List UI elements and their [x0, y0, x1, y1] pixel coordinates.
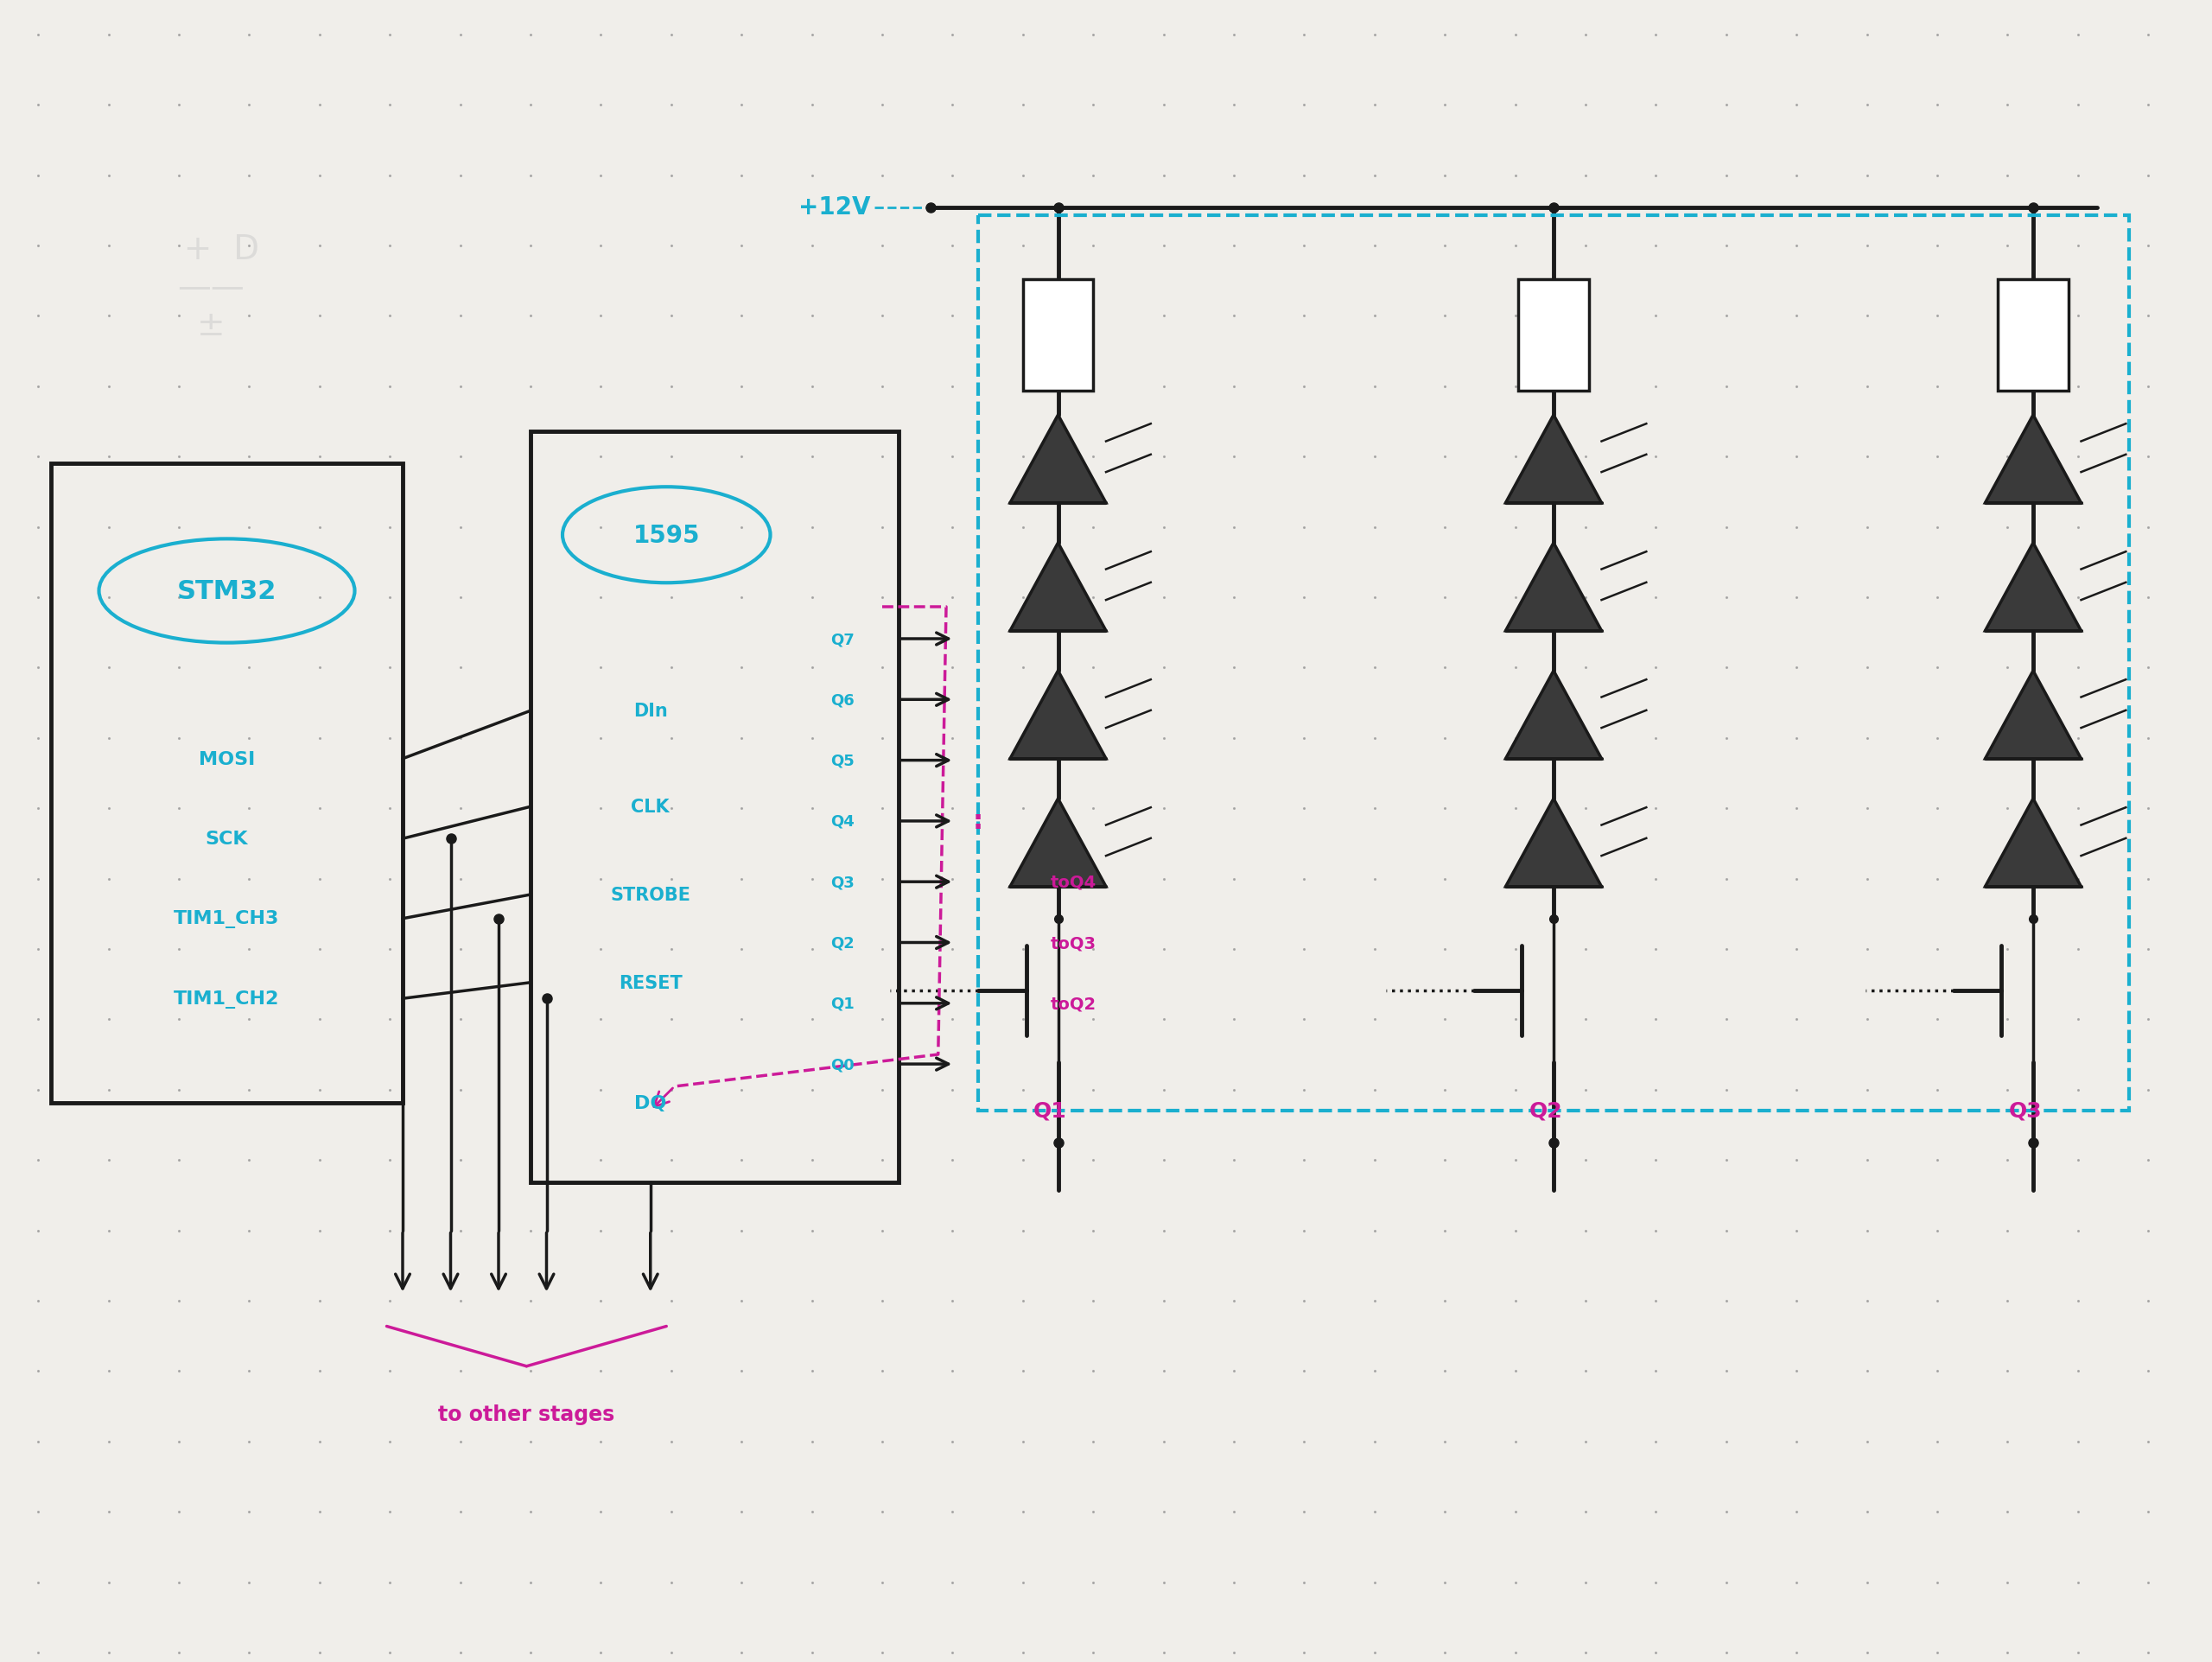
- Bar: [531, 432, 898, 1183]
- Text: Q7: Q7: [830, 632, 854, 647]
- Polygon shape: [1984, 799, 2081, 888]
- Text: :: :: [973, 809, 984, 834]
- Polygon shape: [1506, 799, 1601, 888]
- Text: SCK: SCK: [206, 831, 248, 848]
- Text: Q1: Q1: [1033, 1100, 1066, 1122]
- Polygon shape: [1984, 671, 2081, 760]
- Text: toQ4: toQ4: [1051, 874, 1095, 891]
- Text: Q1: Q1: [830, 996, 854, 1012]
- Text: Q4: Q4: [830, 814, 854, 829]
- Text: Q0: Q0: [830, 1057, 854, 1072]
- Text: +12V: +12V: [799, 196, 869, 219]
- Polygon shape: [1011, 416, 1106, 504]
- Text: STROBE: STROBE: [611, 886, 690, 904]
- Text: 1595: 1595: [633, 524, 699, 547]
- Text: Q2: Q2: [830, 936, 854, 951]
- Text: to other stages: to other stages: [438, 1404, 615, 1424]
- Text: TIM1_CH3: TIM1_CH3: [175, 909, 279, 927]
- Polygon shape: [1011, 671, 1106, 760]
- Polygon shape: [1984, 416, 2081, 504]
- Polygon shape: [1984, 543, 2081, 632]
- Text: Q5: Q5: [830, 753, 854, 768]
- Polygon shape: [1011, 543, 1106, 632]
- Text: CLK: CLK: [630, 798, 670, 816]
- Text: DIn: DIn: [633, 703, 668, 720]
- Text: STM32: STM32: [177, 578, 276, 603]
- Text: TIM1_CH2: TIM1_CH2: [175, 991, 279, 1007]
- Polygon shape: [1506, 416, 1601, 504]
- Polygon shape: [1506, 671, 1601, 760]
- Text: Q6: Q6: [830, 691, 854, 708]
- Polygon shape: [1011, 799, 1106, 888]
- Text: toQ3: toQ3: [1051, 934, 1095, 951]
- Text: +  D
——
±: + D —— ±: [161, 233, 259, 342]
- Bar: [1517, 279, 1588, 392]
- Bar: [978, 216, 2128, 1110]
- Bar: [1997, 279, 2068, 392]
- Polygon shape: [1506, 543, 1601, 632]
- Text: RESET: RESET: [619, 974, 681, 992]
- Text: Q2: Q2: [1528, 1100, 1562, 1122]
- Text: Q3: Q3: [2008, 1100, 2042, 1122]
- Bar: [1022, 279, 1093, 392]
- Text: MOSI: MOSI: [199, 751, 254, 768]
- Text: DQ: DQ: [635, 1094, 666, 1112]
- Text: toQ2: toQ2: [1051, 996, 1095, 1012]
- Text: Q3: Q3: [830, 874, 854, 889]
- Bar: [51, 464, 403, 1102]
